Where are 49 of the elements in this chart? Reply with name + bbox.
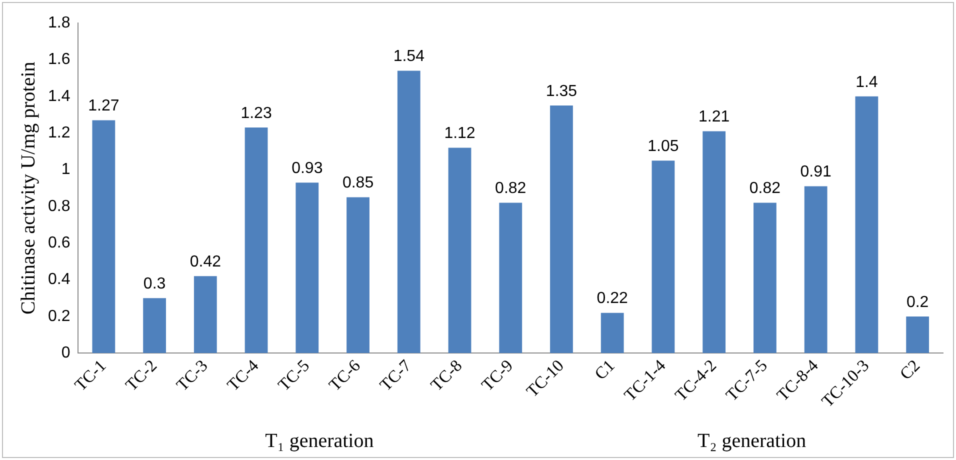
bar [906, 316, 930, 354]
bar [346, 197, 370, 354]
y-tick-label: 1.6 [48, 51, 70, 68]
bar [448, 148, 472, 354]
bar [499, 202, 522, 354]
bar [244, 128, 268, 354]
y-tick-label: 0 [61, 344, 70, 362]
bar [194, 276, 217, 354]
data-label: 1.12 [444, 125, 476, 142]
y-tick-label: 0.4 [48, 271, 70, 288]
bar [652, 160, 675, 354]
data-label: 0.42 [190, 254, 222, 271]
bar [143, 298, 166, 354]
y-tick-label: 1.4 [48, 88, 70, 105]
bar [855, 96, 878, 354]
y-tick-label: 1.2 [48, 124, 70, 142]
data-label: 0.85 [342, 174, 374, 192]
data-label: 0.22 [596, 290, 628, 308]
data-label: 0.82 [749, 180, 781, 198]
y-tick-label: 0.2 [48, 308, 70, 325]
bar [702, 131, 726, 354]
y-tick-label: 0.8 [48, 198, 70, 215]
x-tick-label: C2 [896, 356, 924, 384]
data-label: 1.27 [88, 98, 120, 115]
data-label: 1.54 [393, 48, 425, 66]
text: T₂ generation [698, 430, 806, 452]
data-label: 1.05 [648, 138, 679, 155]
y-tick-label: 1.8 [48, 14, 70, 32]
data-label: 1.23 [240, 104, 272, 122]
text: T₁ generation [265, 430, 374, 452]
bar [754, 202, 776, 354]
data-label: 0.2 [906, 294, 929, 311]
data-label: 0.91 [800, 164, 832, 181]
data-label: 1.35 [546, 82, 578, 100]
bar [92, 120, 116, 354]
data-label: 1.4 [856, 74, 878, 91]
bar [397, 70, 420, 354]
data-label: 0.3 [143, 276, 166, 293]
bar [600, 312, 624, 354]
y-axis-title: Chitinase activity U/mg protein [17, 62, 40, 314]
data-label: 0.93 [292, 160, 323, 177]
bar [296, 182, 319, 354]
bar [550, 106, 573, 354]
data-label: 1.21 [698, 108, 730, 126]
y-tick-label: 1 [61, 161, 70, 178]
data-label: 0.82 [495, 180, 526, 198]
bar [804, 186, 828, 354]
x-tick-label: C1 [590, 356, 618, 384]
y-tick-label: 0.6 [48, 234, 70, 252]
